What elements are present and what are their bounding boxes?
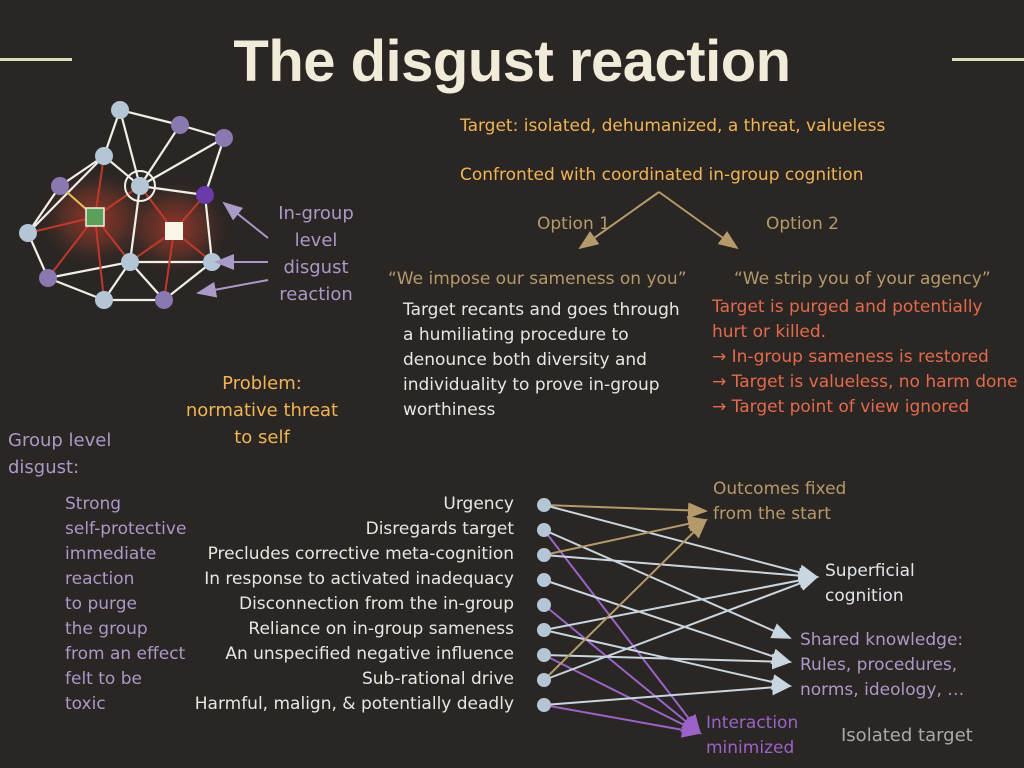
connection-arrow xyxy=(543,554,819,584)
feature-item: Harmful, malign, & potentially deadly xyxy=(194,694,514,714)
outcome-interaction: Interaction minimized xyxy=(706,711,798,761)
outcome-shared: Shared knowledge: Rules, procedures, nor… xyxy=(800,628,964,703)
option2-description: Target is purged and potentially hurt or… xyxy=(712,295,1022,420)
connection-arrow xyxy=(543,529,792,639)
outcome-line: Rules, procedures, xyxy=(800,655,958,675)
feature-dot xyxy=(537,598,551,612)
connection-arrow xyxy=(543,529,702,735)
outcome-line: norms, ideology, … xyxy=(800,680,965,700)
option2-label: Option 2 xyxy=(766,214,839,234)
target-description: Target: isolated, dehumanized, a threat,… xyxy=(460,116,886,136)
outcome-line: cognition xyxy=(825,586,904,606)
feature-dot xyxy=(537,673,551,687)
feature-dot xyxy=(537,573,551,587)
connection-arrow xyxy=(543,604,702,735)
option2-line: → Target is valueless, no harm done xyxy=(712,372,1018,392)
feature-item: An unspecified negative influence xyxy=(225,644,514,664)
outcome-line: Shared knowledge: xyxy=(800,630,964,650)
group-level-line: toxic xyxy=(65,694,106,714)
option2-line: hurt or killed. xyxy=(712,322,827,342)
connection-arrow xyxy=(543,704,702,738)
option-arrows xyxy=(578,191,739,250)
option2-line: Target is purged and potentially xyxy=(712,297,983,317)
feature-item: Sub-rational drive xyxy=(361,669,514,689)
page-title: The disgust reaction xyxy=(233,29,791,94)
feature-dot xyxy=(537,648,551,662)
group-level-line: immediate xyxy=(65,544,157,564)
feature-dot xyxy=(537,623,551,637)
confronted-text: Confronted with coordinated in-group cog… xyxy=(460,165,864,185)
group-level-line: from an effect xyxy=(65,644,186,664)
network-graph-icon xyxy=(19,101,233,309)
problem-statement: Problem: normative threat to self xyxy=(185,373,339,448)
outcome-superficial: Superficial cognition xyxy=(825,559,915,609)
outcome-line: from the start xyxy=(713,504,831,524)
group-level-heading: Group level disgust: xyxy=(8,430,112,478)
connection-arrow xyxy=(543,515,708,556)
connection-arrow xyxy=(543,518,708,681)
group-level-line: felt to be xyxy=(65,669,142,689)
title-rule-right xyxy=(952,58,1024,61)
feature-dot xyxy=(537,523,551,537)
group-level-line: self-protective xyxy=(65,519,187,539)
outcome-fixed: Outcomes fixed from the start xyxy=(713,477,846,527)
connection-arrow xyxy=(543,572,819,631)
connection-arrow xyxy=(543,575,819,681)
feature-item: Urgency xyxy=(443,494,514,514)
outcome-line: Outcomes fixed xyxy=(713,479,847,499)
outcome-line: Interaction xyxy=(706,713,799,733)
feature-list: Urgency Disregards target Precludes corr… xyxy=(150,492,514,717)
feature-connections xyxy=(543,502,819,738)
connection-arrow xyxy=(543,579,792,664)
option1-label: Option 1 xyxy=(537,214,610,234)
option2-line: → In-group sameness is restored xyxy=(712,347,989,367)
connection-arrow xyxy=(543,504,819,581)
option2-quote: “We strip you of your agency” xyxy=(734,269,991,289)
connection-arrow xyxy=(543,502,708,519)
feature-dot xyxy=(537,498,551,512)
outcome-line: Superficial xyxy=(825,561,915,581)
connection-arrow xyxy=(543,654,702,734)
arrow-icon xyxy=(196,201,269,298)
group-level-description: Strong self-protective immediate reactio… xyxy=(65,492,186,717)
group-level-line: to purge xyxy=(65,594,137,614)
feature-item: In response to activated inadequacy xyxy=(204,569,514,589)
option1-quote: “We impose our sameness on you” xyxy=(388,269,687,289)
feature-item: Disregards target xyxy=(365,519,514,539)
option1-description: Target recants and goes through a humili… xyxy=(403,300,680,420)
feature-dot xyxy=(537,698,551,712)
feature-dots xyxy=(537,498,551,712)
title-rule-left xyxy=(0,58,72,61)
feature-dot xyxy=(537,548,551,562)
option2-line: → Target point of view ignored xyxy=(712,397,970,417)
network-label: In-group level disgust reaction xyxy=(278,203,354,305)
outcome-line: minimized xyxy=(706,738,795,758)
feature-item: Precludes corrective meta-cognition xyxy=(207,544,514,564)
group-level-line: the group xyxy=(65,619,148,639)
group-level-line: Strong xyxy=(65,494,122,514)
outcome-isolated: Isolated target xyxy=(841,725,973,746)
connection-arrow xyxy=(543,679,792,706)
group-level-line: reaction xyxy=(65,569,135,589)
connection-arrow xyxy=(543,653,792,670)
feature-item: Reliance on in-group sameness xyxy=(248,619,514,639)
feature-item: Disconnection from the in-group xyxy=(238,594,514,614)
